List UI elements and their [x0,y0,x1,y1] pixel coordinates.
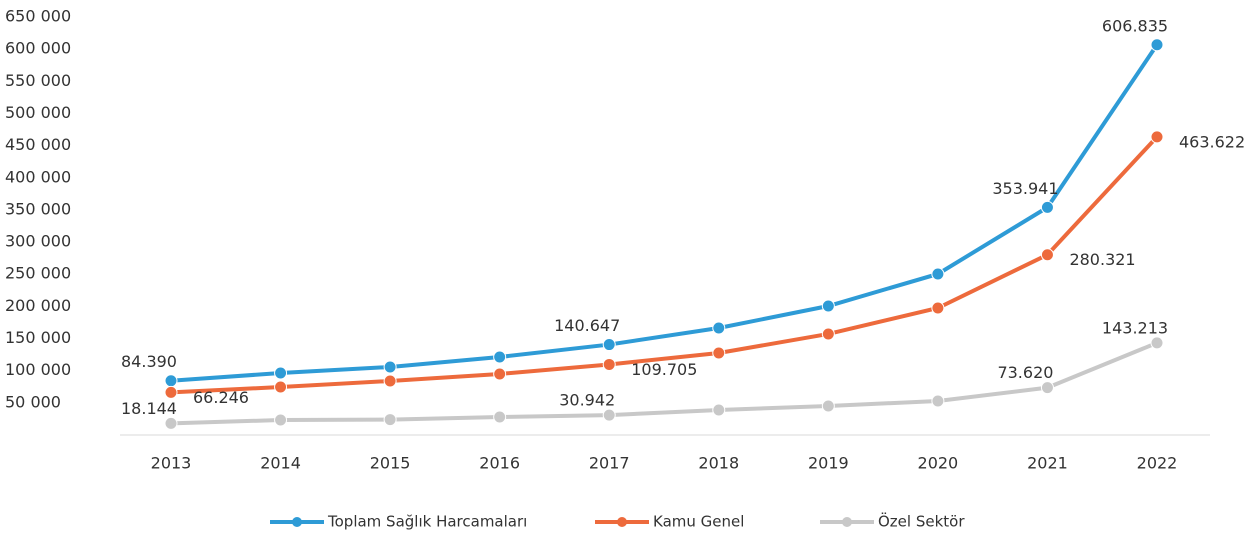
point [1040,200,1054,214]
y-tick-label: 600 000 [5,39,71,58]
y-tick-label: 100 000 [5,360,71,379]
point [931,394,945,408]
point [164,416,178,430]
y-tick-label: 300 000 [5,232,71,251]
data-label: 109.705 [631,360,697,379]
x-tick-label: 2014 [260,454,301,473]
x-tick-label: 2022 [1137,454,1178,473]
legend-label: Kamu Genel [653,513,744,531]
point [1040,381,1054,395]
data-label: 353.941 [992,179,1058,198]
data-label: 73.620 [997,363,1053,382]
data-label: 66.246 [193,388,249,407]
point [1150,336,1164,350]
point [602,338,616,352]
data-label: 140.647 [554,316,620,335]
x-tick-label: 2015 [370,454,411,473]
x-tick-label: 2013 [151,454,192,473]
x-tick-label: 2019 [808,454,849,473]
point [274,413,288,427]
legend-label: Toplam Sağlık Harcamaları [327,513,527,531]
legend-label: Özel Sektör [878,512,965,531]
point [164,374,178,388]
y-tick-label: 200 000 [5,296,71,315]
y-tick-label: 350 000 [5,199,71,218]
point [602,357,616,371]
point [602,408,616,422]
x-tick-label: 2020 [918,454,959,473]
series-line [170,135,1159,395]
point [1150,130,1164,144]
data-label: 280.321 [1069,250,1135,269]
x-tick-label: 2021 [1027,454,1068,473]
point [164,385,178,399]
y-tick-label: 550 000 [5,71,71,90]
point [1150,38,1164,52]
point [821,399,835,413]
y-tick-label: 650 000 [5,7,71,26]
point [274,380,288,394]
y-tick-label: 50 000 [5,392,61,411]
x-tick-label: 2016 [479,454,520,473]
series-line [170,43,1159,383]
y-tick-label: 150 000 [5,328,71,347]
data-label: 84.390 [121,352,177,371]
point [821,299,835,313]
data-label: 30.942 [559,391,615,410]
point [493,350,507,364]
point [274,366,288,380]
data-label: 143.213 [1102,318,1168,337]
data-label: 463.622 [1179,132,1245,151]
point [931,301,945,315]
point [383,413,397,427]
point [712,403,726,417]
point [383,360,397,374]
legend-marker [617,517,627,527]
y-tick-label: 500 000 [5,103,71,122]
y-tick-label: 450 000 [5,135,71,154]
y-tick-label: 400 000 [5,167,71,186]
series-line [170,341,1158,426]
point [712,321,726,335]
point [821,327,835,341]
y-tick-label: 250 000 [5,264,71,283]
data-label: 606.835 [1102,16,1168,35]
point [493,410,507,424]
x-tick-label: 2018 [698,454,739,473]
point [712,346,726,360]
legend-marker [292,517,302,527]
data-label: 18.144 [121,399,177,418]
point [493,367,507,381]
x-tick-label: 2017 [589,454,630,473]
point [1040,248,1054,262]
point [931,267,945,281]
legend-marker [842,517,852,527]
point [383,374,397,388]
